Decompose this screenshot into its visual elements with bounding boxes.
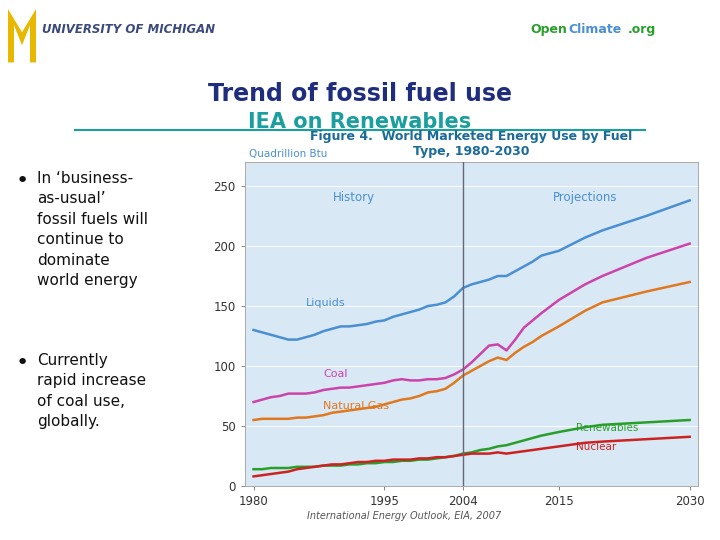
Text: Trend of fossil fuel use: Trend of fossil fuel use [208,83,512,106]
Text: Projections: Projections [553,191,617,204]
Text: •: • [16,353,29,373]
Text: •: • [16,171,29,191]
Text: UNIVERSITY OF MICHIGAN: UNIVERSITY OF MICHIGAN [42,23,215,36]
Text: Quadrillion Btu: Quadrillion Btu [249,148,328,159]
Text: Nuclear: Nuclear [576,442,616,452]
Text: Liquids: Liquids [306,298,346,308]
Text: Currently
rapid increase
of coal use,
globally.: Currently rapid increase of coal use, gl… [37,353,147,429]
Text: .org: .org [628,23,656,36]
Text: History: History [333,191,374,204]
Text: Climate: Climate [568,23,621,36]
Text: Renewables: Renewables [576,423,639,433]
Polygon shape [8,9,36,63]
Text: Coal: Coal [323,369,348,379]
Text: Open: Open [530,23,567,36]
Text: International Energy Outlook, EIA, 2007: International Energy Outlook, EIA, 2007 [307,511,501,521]
Text: Natural Gas: Natural Gas [323,401,390,411]
Title: Figure 4.  World Marketed Energy Use by Fuel
Type, 1980-2030: Figure 4. World Marketed Energy Use by F… [310,130,633,158]
Text: IEA on Renewables: IEA on Renewables [248,112,472,132]
Text: In ‘business-
as-usual’
fossil fuels will
continue to
dominate
world energy: In ‘business- as-usual’ fossil fuels wil… [37,171,148,288]
